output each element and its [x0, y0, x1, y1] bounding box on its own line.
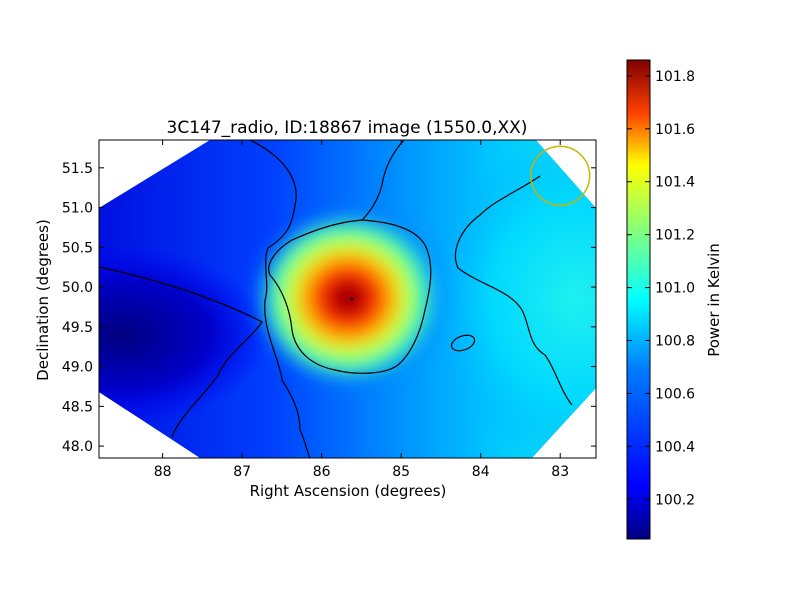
x-axis-ticks: 88 87 86 85 84 83 — [154, 140, 569, 480]
heatmap-warm-region — [435, 140, 596, 458]
y-tick-label: 51.0 — [62, 201, 93, 217]
heatmap-source-glow — [253, 210, 443, 386]
contour-line — [361, 140, 405, 221]
colorbar-tick-label: 100.8 — [655, 334, 695, 350]
colorbar-tick-label: 100.6 — [655, 386, 695, 402]
y-tick-label: 49.0 — [62, 360, 93, 376]
colorbar-ticks: 100.2 100.4 100.6 100.8 101.0 101.2 101.4 101.6… — [627, 69, 695, 508]
peak-marker — [350, 297, 354, 301]
colorbar-gradient — [626, 59, 651, 540]
y-tick-label: 48.5 — [62, 399, 93, 415]
colorbar-tick-label: 100.4 — [655, 439, 695, 455]
x-tick-label: 84 — [472, 464, 490, 480]
contour-line — [99, 266, 263, 438]
colorbar-label: Power in Kelvin — [705, 243, 723, 357]
x-tick-label: 88 — [154, 464, 172, 480]
y-tick-label: 50.0 — [62, 280, 93, 296]
x-axis-label: Right Ascension (degrees) — [250, 482, 447, 500]
x-tick-label: 83 — [551, 464, 569, 480]
y-tick-label: 50.5 — [62, 240, 93, 256]
colorbar: 100.2 100.4 100.6 100.8 101.0 101.2 101.4 101.6… — [626, 59, 723, 540]
colorbar-tick-label: 100.2 — [655, 492, 695, 508]
colorbar-tick-label: 101.2 — [655, 228, 695, 244]
contour-line — [249, 140, 311, 458]
contour-line — [268, 219, 432, 374]
chart-title: 3C147_radio, ID:18867 image (1550.0,XX) — [167, 118, 528, 138]
x-tick-label: 86 — [313, 464, 331, 480]
y-tick-label: 51.5 — [62, 161, 93, 177]
y-axis-label: Declination (degrees) — [34, 219, 52, 381]
colorbar-tick-label: 101.4 — [655, 175, 695, 191]
y-tick-label: 48.0 — [62, 439, 93, 455]
contour-line — [454, 175, 573, 406]
plot-frame — [98, 139, 597, 459]
heatmap-image — [99, 140, 596, 458]
contour-line — [450, 334, 476, 352]
contour-lines — [99, 140, 573, 458]
beam-marker-circle — [530, 145, 591, 206]
y-tick-label: 49.5 — [62, 320, 93, 336]
y-axis-ticks: 48.0 48.5 49.0 49.5 50.0 50.5 51.0 51.5 — [62, 161, 596, 455]
x-tick-label: 85 — [392, 464, 410, 480]
colorbar-tick-label: 101.6 — [655, 122, 695, 138]
heatmap-cold-region — [99, 245, 270, 425]
colorbar-tick-label: 101.8 — [655, 69, 695, 85]
colorbar-tick-label: 101.0 — [655, 281, 695, 297]
x-tick-label: 87 — [233, 464, 251, 480]
